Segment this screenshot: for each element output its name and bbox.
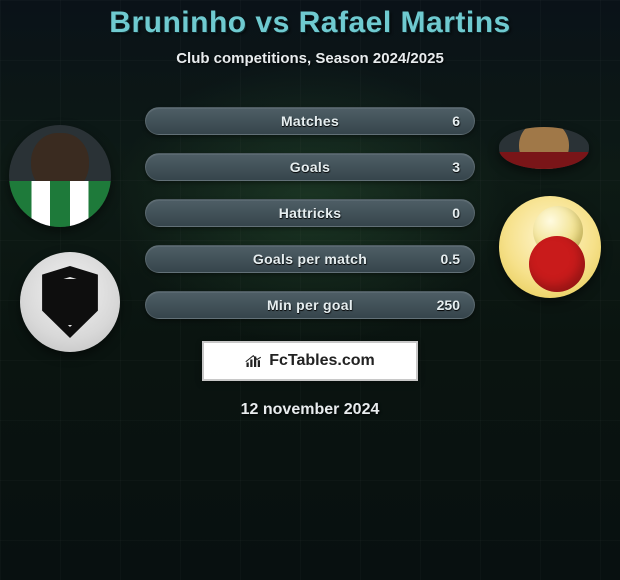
stat-label: Goals per match: [253, 251, 367, 267]
stat-label: Goals: [290, 159, 330, 175]
player-left-avatar: [9, 125, 111, 227]
stat-row: Min per goal 250: [145, 291, 475, 319]
stat-row: Goals 3: [145, 153, 475, 181]
player-right-jersey: [499, 152, 589, 169]
stat-value-right: 250: [437, 297, 460, 313]
stat-row: Matches 6: [145, 107, 475, 135]
stat-row: Hattricks 0: [145, 199, 475, 227]
stat-value-right: 0: [452, 205, 460, 221]
stat-value-right: 3: [452, 159, 460, 175]
stat-label: Min per goal: [267, 297, 353, 313]
club-right-badge: [499, 196, 601, 298]
player-left-jersey: [9, 181, 111, 227]
brand-text: FcTables.com: [269, 352, 375, 370]
club-left-shield-icon: [39, 266, 101, 338]
player-right-avatar: [499, 127, 589, 169]
stat-label: Hattricks: [279, 205, 342, 221]
brand-box: FcTables.com: [202, 341, 418, 381]
club-right-racket-icon: [529, 236, 585, 292]
date-text: 12 november 2024: [0, 401, 620, 419]
bar-chart-icon: [245, 353, 263, 369]
stat-value-right: 6: [452, 113, 460, 129]
page-title: Bruninho vs Rafael Martins: [0, 6, 620, 40]
stat-label: Matches: [281, 113, 339, 129]
stat-value-right: 0.5: [441, 251, 460, 267]
stat-row: Goals per match 0.5: [145, 245, 475, 273]
club-left-badge: [20, 252, 120, 352]
infographic-container: Bruninho vs Rafael Martins Club competit…: [0, 0, 620, 580]
subtitle: Club competitions, Season 2024/2025: [0, 50, 620, 67]
